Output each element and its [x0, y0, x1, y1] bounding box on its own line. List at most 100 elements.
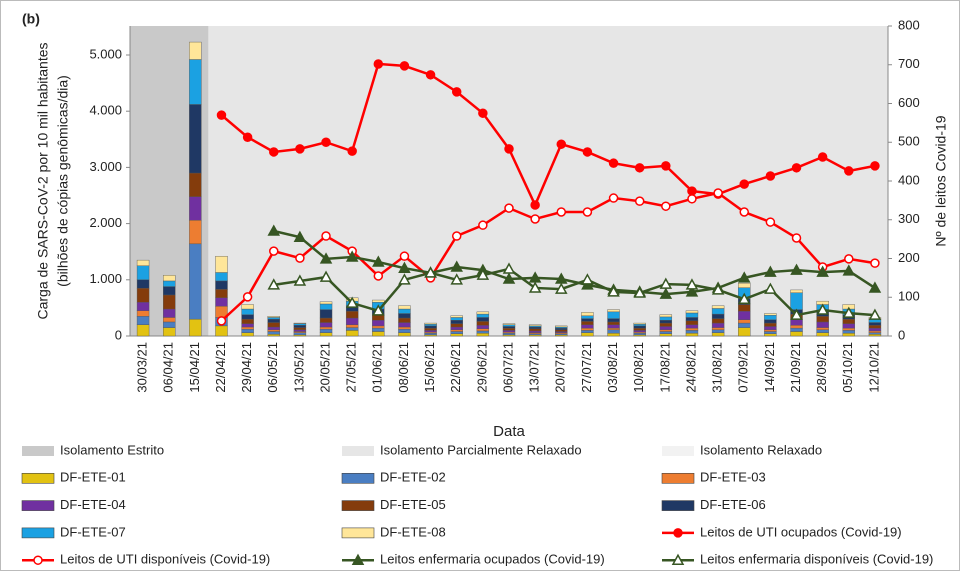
bar-segment [555, 329, 568, 332]
marker [216, 316, 227, 326]
bar-segment [738, 282, 751, 288]
bar-segment [790, 319, 803, 326]
bar-segment [790, 331, 803, 337]
bar-segment [136, 279, 150, 289]
bar-segment [398, 305, 411, 310]
marker [478, 108, 488, 118]
marker [373, 271, 384, 281]
x-tick-label: 31/08/21 [710, 342, 725, 393]
x-tick-label: 22/04/21 [213, 342, 228, 393]
y-tick-label: 0 [115, 327, 122, 342]
y2-tick-label: 200 [898, 250, 920, 265]
bar-segment [136, 265, 150, 280]
x-tick-label: 15/04/21 [187, 342, 202, 393]
bar-segment [659, 322, 673, 327]
bar-segment [319, 303, 333, 310]
bar-segment [163, 275, 176, 282]
legend-label: Leitos enfermaria disponíveis (Covid-19) [700, 552, 933, 567]
bar-segment [476, 325, 490, 329]
bar-segment [764, 322, 777, 327]
bar-segment [581, 312, 594, 316]
marker [659, 287, 673, 299]
legend-swatch [21, 472, 55, 484]
y2-tick-label: 700 [898, 56, 920, 71]
bar-segment [319, 326, 333, 330]
bar-segment [528, 324, 542, 327]
bar-segment [372, 299, 385, 303]
bar-segment [189, 59, 202, 105]
marker [424, 266, 437, 278]
marker [685, 278, 699, 290]
bar-segment [842, 330, 855, 334]
bar-segment [345, 324, 359, 328]
bar-segment [607, 327, 620, 331]
bar-segment [685, 320, 699, 325]
bar-segment [398, 317, 411, 323]
x-tick-label: 06/04/21 [161, 342, 176, 393]
bar-segment [163, 327, 176, 337]
bar-segment [711, 305, 725, 309]
x-tick-label: 20/07/21 [553, 342, 568, 393]
bar-segment [136, 316, 150, 325]
marker [242, 292, 253, 302]
bar-segment [711, 332, 725, 337]
bar-segment [267, 329, 280, 332]
y2-tick-label: 300 [898, 211, 920, 226]
marker [398, 273, 411, 285]
bar-segment [398, 313, 411, 319]
bar-segment [450, 329, 463, 332]
bar-segment [685, 312, 699, 318]
bar-segment [842, 318, 855, 324]
bar-segment [319, 332, 333, 337]
bar-segment [136, 259, 150, 266]
bar-segment [241, 332, 254, 337]
bar-segment [711, 308, 725, 315]
bar-segment [267, 326, 280, 331]
bar-segment [685, 332, 699, 337]
marker [671, 553, 685, 565]
marker [661, 201, 671, 211]
marker [450, 273, 463, 285]
bar-segment [267, 316, 280, 318]
bar-segment [555, 327, 568, 331]
x-tick-label: 06/07/21 [500, 342, 515, 393]
x-tick-label: 12/10/21 [866, 342, 881, 393]
bar-segment [241, 314, 254, 320]
marker [581, 273, 594, 285]
marker [351, 553, 365, 565]
bar-segment [267, 334, 280, 337]
marker [216, 110, 227, 120]
bar-segment [790, 327, 803, 332]
marker [451, 231, 462, 241]
y-tick-label: 4.000 [89, 103, 122, 118]
y2-tick-label: 100 [898, 289, 920, 304]
bar-segment [633, 327, 646, 331]
marker [790, 308, 803, 320]
bar-segment [581, 327, 594, 331]
marker [293, 230, 307, 242]
bar-segment [528, 326, 542, 329]
bar-segment [555, 325, 568, 328]
y2-tick-label: 600 [898, 95, 920, 110]
marker [373, 59, 384, 69]
bar-segment [738, 304, 751, 312]
x-tick-label: 22/06/21 [448, 342, 463, 393]
bar-segment [790, 325, 803, 329]
x-tick-label: 05/10/21 [840, 342, 855, 393]
marker [739, 179, 749, 189]
marker [582, 147, 593, 157]
bar-segment [476, 317, 490, 322]
marker [347, 146, 357, 156]
x-tick-label: 27/07/21 [579, 342, 594, 393]
y-axis-title: (bilhões de cópias genômicas/dia) [55, 75, 71, 287]
bar-segment [607, 332, 620, 337]
bar-segment [372, 325, 385, 329]
bar-segment [136, 310, 150, 317]
bar-segment [163, 294, 176, 310]
marker [764, 282, 777, 294]
bar-segment [633, 332, 646, 336]
x-tick-label: 01/06/21 [370, 342, 385, 393]
bar-segment [738, 327, 751, 337]
bar-segment [189, 196, 202, 221]
